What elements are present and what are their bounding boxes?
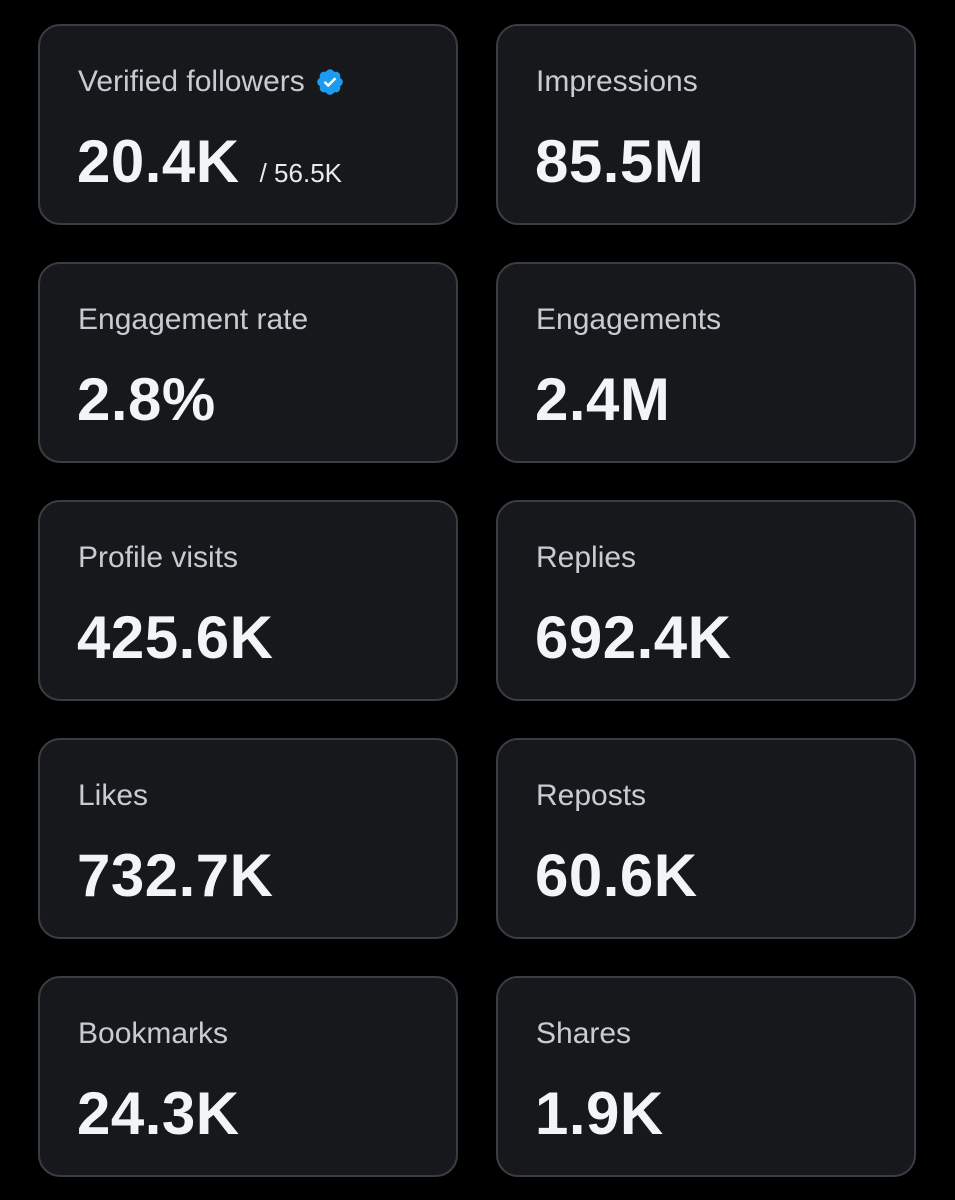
metric-label: Shares [536,1017,632,1050]
verified-badge-icon [315,67,345,97]
metric-card-impressions[interactable]: Impressions 85.5M [496,24,916,225]
metric-value: 24.3K [77,1080,240,1147]
metric-card-likes[interactable]: Likes 732.7K [38,738,458,939]
metric-label: Reposts [536,779,647,812]
metric-label: Engagements [536,303,722,336]
metric-card-shares[interactable]: Shares 1.9K [496,976,916,1177]
metric-card-bookmarks[interactable]: Bookmarks 24.3K [38,976,458,1177]
metric-label: Likes [78,779,149,812]
metric-label: Engagement rate [78,303,309,336]
metric-card-reposts[interactable]: Reposts 60.6K [496,738,916,939]
metric-value: 425.6K [77,604,274,671]
metric-card-verified-followers[interactable]: Verified followers 20.4K / 56.5K [38,24,458,225]
metric-card-replies[interactable]: Replies 692.4K [496,500,916,701]
metric-value: 20.4K [77,128,240,195]
metric-card-engagement-rate[interactable]: Engagement rate 2.8% [38,262,458,463]
metric-value: 732.7K [77,842,274,909]
metric-value: 1.9K [535,1080,664,1147]
metric-label: Impressions [536,65,698,98]
metric-value: 2.4M [535,366,671,433]
metric-value: 2.8% [77,366,216,433]
metric-value: 85.5M [535,128,705,195]
metric-value: 60.6K [535,842,698,909]
metric-card-engagements[interactable]: Engagements 2.4M [496,262,916,463]
metric-label: Bookmarks [78,1017,229,1050]
metric-total: / 56.5K [259,158,343,188]
metric-label: Profile visits [78,541,239,574]
analytics-metrics-grid: Verified followers 20.4K / 56.5K Impress… [38,24,917,1177]
metric-card-profile-visits[interactable]: Profile visits 425.6K [38,500,458,701]
metric-label: Replies [536,541,637,574]
metric-label: Verified followers [78,65,305,98]
metric-value: 692.4K [535,604,732,671]
